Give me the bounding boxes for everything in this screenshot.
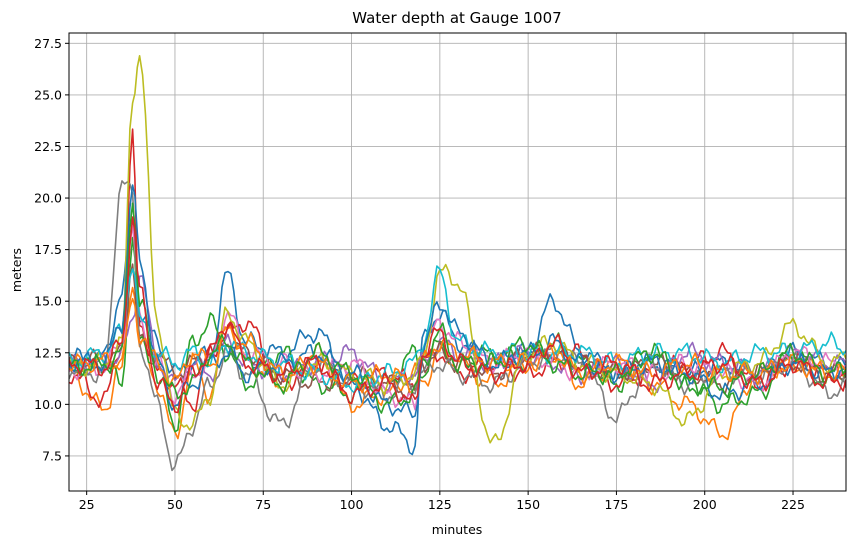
x-axis: 25 50 75 100 125 150 175 200 225	[79, 491, 805, 512]
x-tick-label: 125	[428, 497, 452, 512]
y-tick-label: 12.5	[34, 345, 62, 360]
y-tick-label: 25.0	[34, 87, 62, 102]
series-line-1	[69, 217, 846, 456]
series-line-11	[69, 184, 846, 419]
series-line-3	[69, 236, 846, 433]
y-tick-label: 15.0	[34, 294, 62, 309]
x-axis-label: minutes	[432, 522, 483, 537]
series-line-14	[69, 216, 846, 414]
x-tick-label: 200	[693, 497, 717, 512]
y-tick-label: 22.5	[34, 139, 62, 154]
y-tick-label: 27.5	[34, 36, 62, 51]
plot-frame	[68, 32, 847, 492]
x-tick-label: 175	[605, 497, 629, 512]
x-tick-label: 225	[781, 497, 805, 512]
y-axis-label: meters	[9, 248, 24, 292]
y-tick-label: 7.5	[42, 448, 62, 463]
x-tick-label: 75	[255, 497, 271, 512]
x-tick-label: 25	[79, 497, 95, 512]
grid	[69, 33, 846, 491]
y-tick-label: 10.0	[34, 397, 62, 412]
chart-title: Water depth at Gauge 1007	[352, 9, 561, 27]
y-tick-label: 17.5	[34, 242, 62, 257]
series-line-13	[69, 202, 846, 414]
x-tick-label: 100	[340, 497, 364, 512]
y-tick-label: 20.0	[34, 191, 62, 206]
series-group	[69, 55, 846, 472]
y-axis: 7.5 10.0 12.5 15.0 17.5 20.0 22.5 25.0 27.5	[34, 36, 69, 463]
x-tick-label: 50	[167, 497, 183, 512]
x-tick-label: 150	[516, 497, 540, 512]
